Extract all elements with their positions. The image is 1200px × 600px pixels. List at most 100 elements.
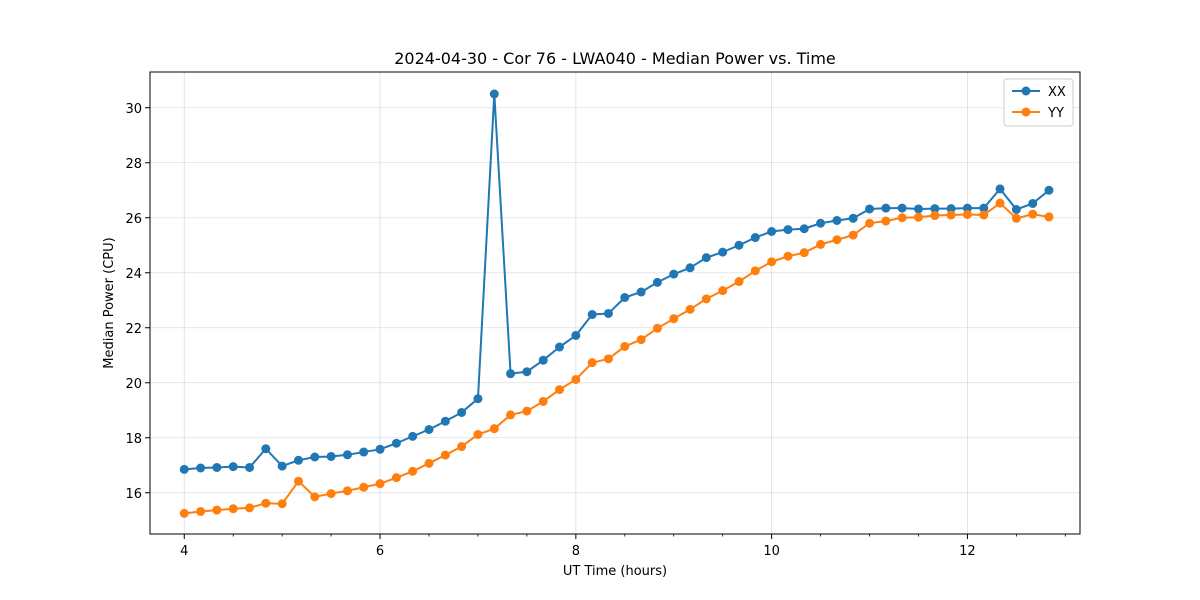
data-point-yy (342, 486, 352, 496)
data-point-yy (897, 213, 907, 223)
data-point-yy (783, 251, 793, 261)
data-point-yy (1044, 212, 1054, 222)
data-point-xx (506, 369, 516, 379)
data-point-yy (946, 210, 956, 220)
data-point-xx (571, 330, 581, 340)
data-point-yy (522, 406, 532, 416)
data-point-yy (196, 506, 206, 516)
data-point-yy (620, 341, 630, 351)
data-point-xx (326, 451, 336, 461)
y-tick-label: 20 (125, 377, 142, 392)
data-point-xx (408, 431, 418, 441)
y-tick-label: 16 (125, 487, 142, 502)
data-point-yy (816, 239, 826, 249)
data-point-xx (587, 310, 597, 320)
data-point-xx (179, 464, 189, 474)
data-point-xx (865, 204, 875, 214)
data-point-xx (261, 444, 271, 454)
y-tick-label: 30 (125, 102, 142, 117)
data-point-xx (913, 204, 923, 214)
x-axis-label: UT Time (hours) (563, 564, 667, 579)
data-point-yy (1028, 209, 1038, 219)
data-point-yy (669, 314, 679, 324)
data-point-xx (799, 224, 809, 234)
data-point-xx (1028, 198, 1038, 208)
data-point-yy (261, 498, 271, 508)
data-point-xx (196, 463, 206, 473)
y-tick-label: 22 (125, 322, 142, 337)
data-point-yy (685, 304, 695, 314)
data-point-xx (832, 216, 842, 225)
ticks: 4 6 8 10 12 16 18 20 22 24 26 28 30 (125, 102, 1066, 559)
data-point-yy (701, 294, 711, 304)
data-point-yy (489, 424, 499, 434)
data-point-xx (1044, 185, 1054, 195)
data-point-xx (620, 293, 630, 302)
data-point-yy (865, 218, 875, 228)
legend-label-xx: XX (1048, 85, 1066, 100)
series-yy (179, 198, 1054, 518)
data-point-yy (408, 466, 418, 476)
data-point-yy (228, 504, 238, 514)
data-point-xx (881, 203, 891, 213)
data-point-xx (245, 462, 255, 472)
data-point-yy (1011, 213, 1021, 223)
legend-marker-xx (1021, 86, 1031, 96)
data-point-yy (652, 323, 662, 333)
data-point-yy (734, 277, 744, 287)
data-point-xx (783, 225, 793, 235)
data-point-yy (554, 385, 564, 395)
series-line-yy (184, 202, 1050, 515)
series-xx (179, 89, 1054, 474)
data-point-yy (473, 429, 483, 439)
data-point-yy (767, 257, 777, 267)
data-point-yy (538, 396, 548, 406)
legend-label-yy: YY (1047, 106, 1064, 121)
data-point-xx (636, 287, 646, 297)
data-point-xx (424, 425, 434, 434)
data-point-yy (571, 374, 581, 384)
data-point-xx (375, 444, 385, 454)
data-point-xx (310, 452, 320, 462)
data-point-xx (277, 461, 287, 471)
x-tick-label: 6 (376, 544, 384, 559)
x-tick-label: 12 (959, 544, 976, 559)
data-point-yy (391, 473, 401, 483)
data-point-xx (440, 416, 450, 426)
data-point-yy (294, 476, 304, 486)
series-line-xx (184, 93, 1050, 471)
data-point-xx (538, 355, 548, 365)
data-point-xx (522, 367, 532, 377)
data-point-yy (310, 492, 320, 502)
data-point-xx (457, 407, 467, 417)
data-point-yy (832, 235, 842, 245)
data-point-xx (685, 263, 695, 273)
data-point-xx (473, 394, 483, 404)
legend: XX YY (1003, 78, 1074, 127)
data-point-xx (848, 213, 858, 223)
data-point-yy (326, 489, 336, 499)
y-axis-label: Median Power (CPU) (102, 237, 117, 368)
y-tick-label: 26 (125, 212, 142, 227)
data-point-xx (603, 308, 613, 318)
data-point-xx (816, 218, 826, 228)
series-layer (179, 89, 1054, 518)
plot-frame (149, 71, 1081, 535)
data-point-yy (587, 358, 597, 368)
data-point-yy (457, 442, 467, 452)
data-point-xx (554, 342, 564, 352)
data-point-yy (995, 198, 1005, 208)
data-point-yy (930, 211, 940, 221)
y-tick-label: 18 (125, 432, 142, 447)
data-point-xx (359, 447, 369, 457)
grid (150, 72, 1080, 534)
x-tick-label: 8 (572, 544, 580, 559)
data-point-xx (342, 450, 352, 460)
data-point-xx (489, 89, 499, 99)
data-point-yy (848, 230, 858, 240)
x-tick-label: 4 (180, 544, 188, 559)
data-point-yy (375, 479, 385, 489)
data-point-xx (212, 462, 222, 472)
y-tick-label: 24 (125, 267, 142, 282)
